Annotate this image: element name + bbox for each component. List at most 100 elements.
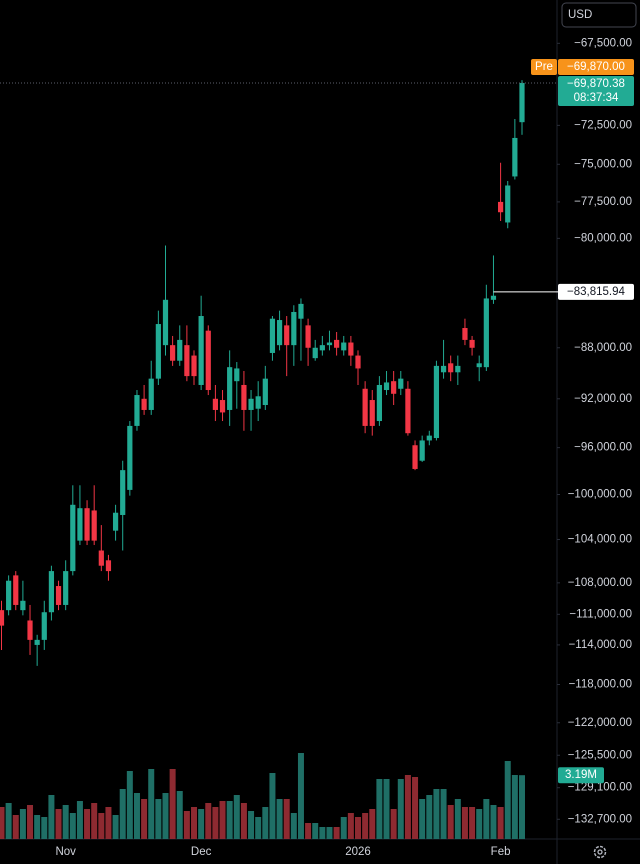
candle-body (177, 339, 183, 361)
candle-body (440, 365, 447, 373)
currency-label[interactable]: USD (568, 9, 592, 21)
y-tick-label: −72,500.00 (574, 119, 632, 131)
y-tick-label: −104,000.00 (568, 534, 632, 546)
volume-bar (390, 809, 397, 839)
candle-body (227, 367, 233, 410)
candle-body (141, 398, 147, 410)
pre-market-label: −69,870.00 (567, 61, 625, 73)
candle-body (84, 508, 90, 541)
candle-body (326, 342, 333, 346)
candle-body (34, 639, 40, 645)
volume-bar (148, 769, 155, 839)
y-tick-label: −80,000.00 (574, 232, 632, 244)
x-tick-label: Dec (191, 846, 212, 858)
volume-bar (133, 793, 140, 839)
volume-bar (283, 799, 290, 839)
candle-body (112, 512, 119, 531)
volume-bar (504, 761, 511, 839)
volume-bar (376, 779, 383, 839)
volume-bar (219, 801, 226, 839)
volume-bar (226, 801, 233, 839)
y-tick-label: −129,100.00 (568, 782, 632, 794)
y-tick-label: −122,000.00 (568, 717, 632, 729)
candle-body (269, 318, 276, 353)
candle-body (419, 440, 425, 461)
candle-body (77, 508, 83, 541)
candle-body (298, 303, 304, 319)
volume-bar (155, 799, 162, 839)
candle-body (305, 325, 311, 348)
volume-label: 3.19M (565, 769, 597, 781)
x-tick-label: 2026 (345, 846, 371, 858)
volume-bar (497, 807, 504, 839)
volume-bar (48, 795, 55, 839)
volume-bar (62, 805, 69, 839)
volume-bar (319, 827, 326, 839)
candle-body (105, 560, 112, 572)
candle-body (6, 580, 12, 611)
settings-button[interactable] (593, 845, 607, 859)
volume-bar (248, 811, 255, 839)
volume-bar (84, 809, 91, 839)
candle-body (426, 435, 432, 441)
candle-body (462, 328, 468, 340)
y-tick-label: −100,000.00 (568, 489, 632, 501)
candle-body (148, 378, 154, 410)
countdown-label: 08:37:34 (574, 92, 619, 104)
currency-button-frame[interactable] (561, 2, 637, 28)
candle-body (312, 347, 318, 359)
candle-body (162, 299, 169, 346)
candle-body (191, 355, 197, 377)
candle-body (355, 355, 361, 369)
volume-bar (326, 827, 333, 839)
volume-bar (69, 813, 76, 839)
candle-body (448, 363, 454, 373)
volume-bar (447, 805, 454, 839)
volume-bar (383, 779, 390, 839)
volume-bar (12, 815, 19, 839)
volume-bar (483, 799, 490, 839)
volume-bar (404, 775, 411, 839)
volume-bar (419, 799, 426, 839)
candle-body (120, 470, 126, 515)
settings-gear-hub[interactable] (597, 849, 603, 855)
volume-bar (255, 817, 262, 839)
candle-body (276, 320, 283, 346)
volume-bar (433, 789, 440, 839)
candle-body (198, 316, 204, 385)
volume-bar (340, 817, 347, 839)
settings-gear[interactable] (593, 845, 607, 859)
volume-bar (469, 807, 476, 839)
candle-body (70, 504, 76, 572)
volume-bar (362, 813, 369, 839)
candle-body (27, 620, 33, 640)
pre-market-tag: Pre (535, 61, 553, 73)
y-tick-label: −114,000.00 (569, 639, 632, 651)
currency-button[interactable]: USD (561, 2, 637, 28)
candle-body (98, 550, 104, 566)
candle-body (205, 330, 211, 391)
volume-bar (119, 789, 126, 839)
volume-bar (276, 799, 283, 839)
volume-bar (0, 807, 5, 839)
volume-bar (198, 809, 205, 839)
candle-body (319, 345, 325, 351)
volume-bar (476, 809, 483, 839)
volume-bar (126, 771, 133, 839)
candle-body (63, 571, 69, 605)
volume-bar (461, 807, 468, 839)
candle-body (512, 137, 518, 177)
volume-bar (5, 803, 12, 839)
pre-market-tag-box (531, 59, 557, 75)
candle-body (41, 612, 47, 640)
candle-body (248, 398, 254, 410)
candle-body (398, 378, 404, 389)
candle-body (212, 398, 218, 410)
candle-body (334, 339, 340, 348)
volume-bar (454, 799, 461, 839)
candle-body (519, 82, 525, 123)
volume-bar (212, 807, 219, 839)
price-line-label: −83,815.94 (567, 286, 625, 298)
candle-body (234, 368, 240, 382)
